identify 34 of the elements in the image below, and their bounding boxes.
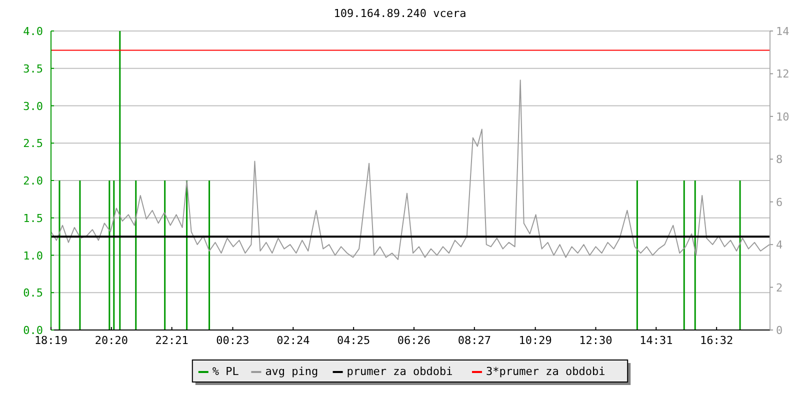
x-tick-label: 20:20 bbox=[94, 334, 128, 347]
y-tick-label: 1.5 bbox=[23, 212, 43, 225]
y-tick-label: 1.0 bbox=[23, 249, 43, 262]
y2-tick-label: 8 bbox=[776, 153, 783, 166]
chart-title: 109.164.89.240 vcera bbox=[334, 7, 466, 20]
x-tick-label: 08:27 bbox=[458, 334, 491, 347]
y2-tick-label: 14 bbox=[776, 25, 790, 38]
y-tick-label: 0.5 bbox=[23, 286, 43, 300]
y2-tick-label: 10 bbox=[776, 110, 790, 124]
x-tick-label: 18:19 bbox=[34, 334, 68, 347]
y-tick-label: 2.5 bbox=[23, 137, 43, 150]
y-tick-label: 3.5 bbox=[23, 62, 43, 76]
x-tick-label: 16:32 bbox=[700, 334, 734, 347]
y-tick-label: 4.0 bbox=[23, 25, 43, 38]
x-tick-label: 04:25 bbox=[337, 334, 370, 347]
legend-label: avg ping bbox=[265, 365, 318, 378]
legend-label: % PL bbox=[212, 365, 240, 378]
y2-tick-label: 6 bbox=[776, 196, 783, 209]
y2-tick-label: 12 bbox=[776, 68, 790, 81]
y-tick-label: 3.0 bbox=[23, 100, 43, 113]
x-tick-label: 14:31 bbox=[640, 334, 673, 347]
y2-tick-label: 0 bbox=[776, 324, 783, 337]
y2-tick-label: 4 bbox=[776, 238, 783, 252]
legend-label: 3*prumer za obdobi bbox=[486, 365, 606, 378]
x-tick-label: 10:29 bbox=[518, 334, 552, 347]
x-tick-label: 22:21 bbox=[155, 334, 188, 347]
x-tick-label: 02:24 bbox=[276, 334, 310, 347]
x-tick-label: 00:23 bbox=[216, 334, 250, 347]
y-tick-label: 2.0 bbox=[23, 174, 43, 188]
x-tick-label: 06:26 bbox=[397, 334, 431, 347]
x-tick-label: 12:30 bbox=[579, 334, 612, 347]
y-tick-label: 0.0 bbox=[23, 324, 43, 337]
y2-tick-label: 2 bbox=[776, 281, 783, 294]
legend-label: prumer za obdobi bbox=[346, 365, 453, 378]
